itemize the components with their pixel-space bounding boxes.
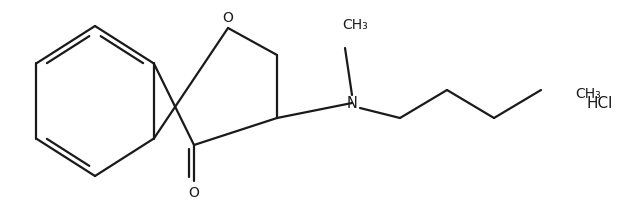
Text: N: N: [347, 96, 357, 110]
Text: CH₃: CH₃: [342, 18, 368, 32]
Text: O: O: [189, 186, 200, 200]
Text: CH₃: CH₃: [575, 87, 601, 101]
Text: O: O: [223, 11, 234, 25]
Text: HCl: HCl: [587, 96, 613, 110]
